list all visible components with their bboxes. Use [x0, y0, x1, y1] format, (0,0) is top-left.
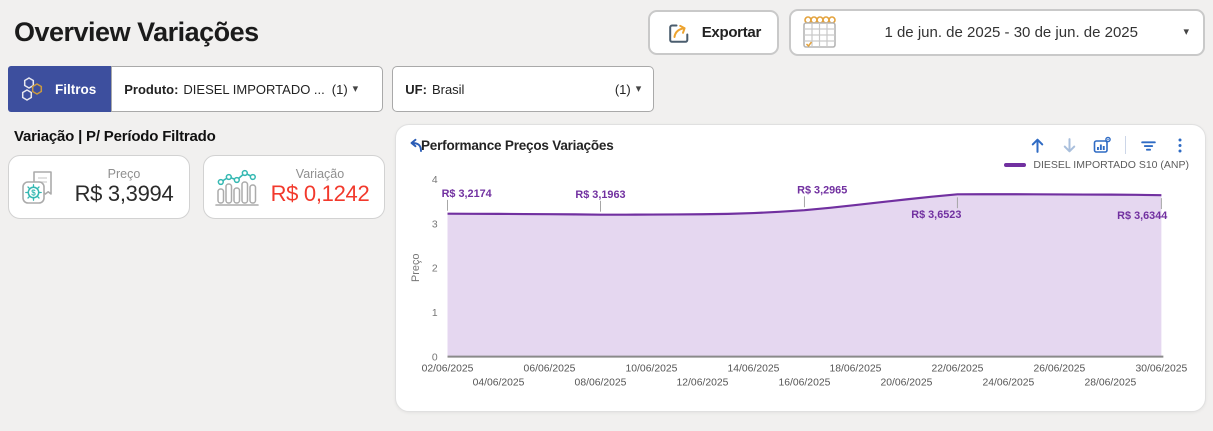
filters-button-label: Filtros	[55, 81, 97, 97]
filters-bar: Filtros Produto: DIESEL IMPORTADO ... (1…	[8, 66, 1213, 112]
toolbar-divider	[1125, 136, 1126, 154]
analyze-chart-icon	[1093, 136, 1111, 153]
metric-label: Variação	[295, 167, 345, 181]
legend-series-dash	[1004, 163, 1027, 167]
more-options-button[interactable]	[1171, 136, 1189, 155]
metric-value: R$ 3,3994	[74, 181, 174, 206]
uf-filter-count: (1)	[614, 81, 631, 97]
arrow-up-icon	[1031, 138, 1044, 153]
chart-legend[interactable]: DIESEL IMPORTADO S10 (ANP)	[408, 157, 1193, 173]
calendar-icon	[803, 15, 836, 48]
kebab-menu-icon	[1178, 138, 1182, 152]
data-label: R$ 3,2965	[797, 184, 847, 196]
filters-button[interactable]: Filtros	[8, 66, 112, 112]
preco-card: $ Preço R$ 3,3994	[8, 155, 190, 219]
price-receipt-icon: $	[22, 171, 52, 204]
data-label: R$ 3,2174	[442, 188, 492, 200]
filter-lines-icon	[1141, 140, 1156, 151]
metrics-panel: Variação | P/ Período Filtrado $ Preço R…	[8, 124, 385, 412]
svg-text:1: 1	[432, 308, 438, 319]
date-range-picker[interactable]: 1 de jun. de 2025 - 30 de jun. de 2025 ▾	[789, 9, 1205, 56]
svg-text:$: $	[31, 188, 36, 197]
uf-filter[interactable]: UF: Brasil (1) ▾	[392, 66, 655, 112]
metric-label: Preço	[107, 167, 141, 181]
svg-text:24/06/2025: 24/06/2025	[982, 377, 1034, 388]
metric-value: R$ 0,1242	[270, 181, 370, 206]
produto-filter[interactable]: Produto: DIESEL IMPORTADO ... (1) ▾	[111, 66, 384, 112]
uf-filter-value: Brasil	[431, 81, 465, 97]
svg-text:10/06/2025: 10/06/2025	[626, 363, 678, 374]
svg-text:02/06/2025: 02/06/2025	[422, 363, 474, 374]
data-label: R$ 3,1963	[575, 189, 625, 201]
export-icon	[668, 24, 689, 43]
bar-trend-icon	[215, 169, 259, 206]
chart-toolbar	[1028, 135, 1193, 155]
series-line	[447, 193, 1162, 216]
metrics-section-title: Variação | P/ Período Filtrado	[14, 128, 216, 145]
produto-filter-value: DIESEL IMPORTADO ...	[183, 81, 325, 97]
filter-hexagons-icon	[21, 77, 43, 101]
svg-text:22/06/2025: 22/06/2025	[931, 363, 983, 374]
chart-title: Performance Preços Variações	[421, 137, 614, 153]
filter-button[interactable]	[1139, 136, 1158, 155]
area-fill	[447, 194, 1162, 357]
svg-text:08/06/2025: 08/06/2025	[575, 377, 627, 388]
analyze-visual-button[interactable]	[1092, 135, 1112, 155]
page-title: Overview Variações	[14, 17, 259, 47]
produto-filter-count: (1)	[331, 81, 348, 97]
chart-card: Performance Preços Variações	[395, 124, 1206, 412]
produto-filter-label: Produto:	[124, 81, 179, 97]
svg-text:Preço: Preço	[410, 254, 422, 282]
topbar-actions: Exportar 1 de jun. de 2025 - 30 de jun. …	[647, 9, 1205, 56]
svg-text:4: 4	[432, 175, 438, 186]
svg-text:3: 3	[432, 219, 438, 230]
chevron-down-icon: ▾	[352, 82, 359, 95]
data-label: R$ 3,6344	[1117, 210, 1167, 222]
svg-text:16/06/2025: 16/06/2025	[779, 377, 831, 388]
chevron-down-icon: ▾	[1183, 26, 1189, 38]
performance-area-chart[interactable]: 0 1 2 3 4 Preço 02/06/2025 06/06/2025 10/06/2025…	[408, 173, 1193, 410]
data-label: R$ 3,6523	[911, 209, 961, 221]
svg-text:04/06/2025: 04/06/2025	[473, 377, 525, 388]
date-range-text: 1 de jun. de 2025 - 30 de jun. de 2025	[884, 24, 1138, 41]
legend-series-label: DIESEL IMPORTADO S10 (ANP)	[1033, 159, 1189, 171]
svg-text:2: 2	[432, 264, 438, 275]
drill-back-arrow-icon	[410, 138, 422, 152]
svg-text:28/06/2025: 28/06/2025	[1084, 377, 1136, 388]
svg-text:06/06/2025: 06/06/2025	[524, 363, 576, 374]
svg-text:14/06/2025: 14/06/2025	[728, 363, 780, 374]
export-button[interactable]: Exportar	[647, 10, 779, 55]
drill-up-button[interactable]	[1028, 136, 1047, 155]
svg-text:30/06/2025: 30/06/2025	[1135, 363, 1187, 374]
svg-text:26/06/2025: 26/06/2025	[1033, 363, 1085, 374]
topbar: Overview Variações Exportar	[0, 0, 1213, 56]
uf-filter-label: UF:	[405, 81, 427, 97]
svg-text:18/06/2025: 18/06/2025	[830, 363, 882, 374]
svg-text:0: 0	[432, 353, 438, 364]
drill-down-button[interactable]	[1060, 136, 1079, 155]
svg-text:12/06/2025: 12/06/2025	[677, 377, 729, 388]
export-label: Exportar	[701, 24, 762, 41]
svg-text:20/06/2025: 20/06/2025	[881, 377, 933, 388]
arrow-down-icon	[1063, 137, 1076, 152]
variacao-card: Variação R$ 0,1242	[203, 155, 385, 219]
chevron-down-icon: ▾	[635, 82, 642, 95]
content-area: Variação | P/ Período Filtrado $ Preço R…	[0, 112, 1213, 412]
